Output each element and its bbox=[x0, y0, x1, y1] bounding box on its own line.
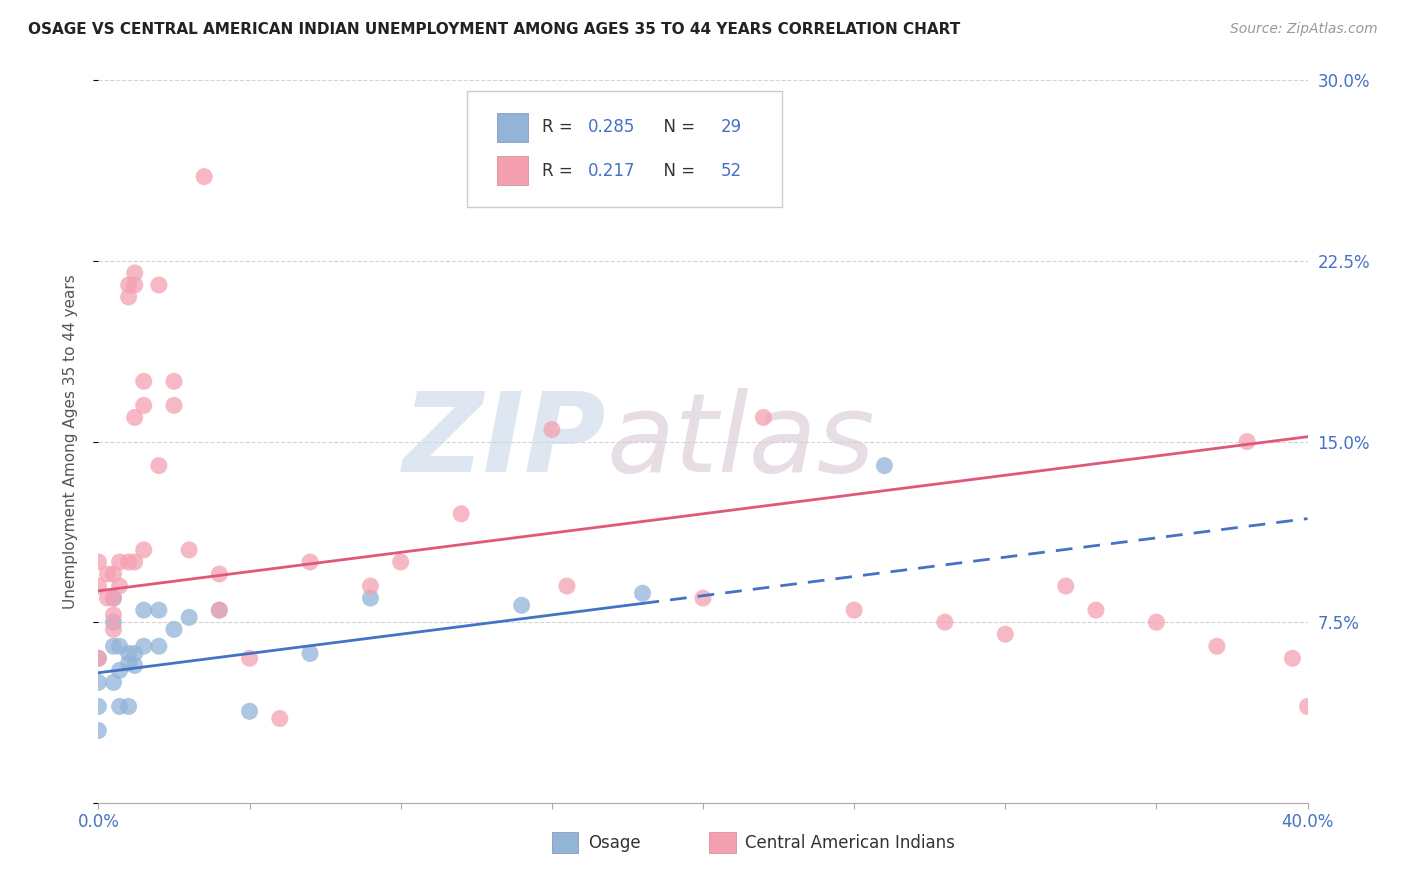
Point bbox=[555, 579, 578, 593]
Y-axis label: Unemployment Among Ages 35 to 44 years: Unemployment Among Ages 35 to 44 years bbox=[63, 274, 77, 609]
Point bbox=[103, 567, 125, 582]
Point bbox=[108, 639, 131, 653]
Point bbox=[1206, 639, 1229, 653]
Point bbox=[118, 699, 141, 714]
Point bbox=[1144, 615, 1167, 630]
Point bbox=[1085, 603, 1108, 617]
Point bbox=[108, 555, 131, 569]
Text: OSAGE VS CENTRAL AMERICAN INDIAN UNEMPLOYMENT AMONG AGES 35 TO 44 YEARS CORRELAT: OSAGE VS CENTRAL AMERICAN INDIAN UNEMPLO… bbox=[28, 22, 960, 37]
Point bbox=[239, 704, 262, 718]
Point bbox=[510, 599, 533, 613]
Text: ZIP: ZIP bbox=[402, 388, 606, 495]
Text: Osage: Osage bbox=[588, 833, 641, 852]
Point bbox=[87, 651, 110, 665]
Point bbox=[994, 627, 1017, 641]
Point bbox=[103, 591, 125, 605]
Point bbox=[87, 579, 110, 593]
Point bbox=[269, 712, 291, 726]
Point bbox=[631, 586, 654, 600]
Point bbox=[163, 398, 186, 412]
FancyBboxPatch shape bbox=[467, 91, 782, 207]
Point bbox=[118, 647, 141, 661]
Point bbox=[208, 567, 231, 582]
Point bbox=[148, 458, 170, 473]
Point bbox=[360, 579, 382, 593]
Point bbox=[450, 507, 472, 521]
Point bbox=[103, 591, 125, 605]
Point bbox=[132, 603, 155, 617]
Point bbox=[124, 555, 146, 569]
Point bbox=[103, 607, 125, 622]
Point bbox=[1281, 651, 1303, 665]
Text: R =: R = bbox=[543, 119, 578, 136]
Point bbox=[844, 603, 866, 617]
Point bbox=[118, 277, 141, 292]
Point bbox=[208, 603, 231, 617]
Point bbox=[360, 591, 382, 605]
Point bbox=[163, 374, 186, 388]
Text: N =: N = bbox=[654, 119, 700, 136]
Text: 0.217: 0.217 bbox=[588, 161, 636, 179]
Point bbox=[132, 639, 155, 653]
Point bbox=[132, 374, 155, 388]
FancyBboxPatch shape bbox=[498, 156, 527, 185]
Point bbox=[389, 555, 412, 569]
Point bbox=[299, 647, 322, 661]
Point bbox=[103, 639, 125, 653]
Point bbox=[602, 121, 624, 136]
Text: N =: N = bbox=[654, 161, 700, 179]
Point bbox=[752, 410, 775, 425]
Point bbox=[163, 623, 186, 637]
Point bbox=[87, 723, 110, 738]
Point bbox=[179, 610, 201, 624]
Point bbox=[1236, 434, 1258, 449]
Point bbox=[118, 656, 141, 670]
Text: Source: ZipAtlas.com: Source: ZipAtlas.com bbox=[1230, 22, 1378, 37]
Point bbox=[873, 458, 896, 473]
Point bbox=[96, 591, 118, 605]
Point bbox=[148, 277, 170, 292]
Point bbox=[934, 615, 956, 630]
FancyBboxPatch shape bbox=[551, 831, 578, 854]
Text: 52: 52 bbox=[721, 161, 742, 179]
Text: atlas: atlas bbox=[606, 388, 875, 495]
Point bbox=[148, 603, 170, 617]
Text: Central American Indians: Central American Indians bbox=[745, 833, 955, 852]
Point bbox=[87, 555, 110, 569]
Point bbox=[132, 542, 155, 557]
Point bbox=[132, 398, 155, 412]
Point bbox=[103, 615, 125, 630]
Point bbox=[124, 647, 146, 661]
Point bbox=[1296, 699, 1319, 714]
Point bbox=[124, 658, 146, 673]
Text: 29: 29 bbox=[721, 119, 742, 136]
Text: 0.285: 0.285 bbox=[588, 119, 636, 136]
Point bbox=[124, 277, 146, 292]
Point bbox=[148, 639, 170, 653]
Point bbox=[118, 290, 141, 304]
Point bbox=[87, 699, 110, 714]
Point bbox=[239, 651, 262, 665]
Point bbox=[108, 579, 131, 593]
Point bbox=[124, 410, 146, 425]
Point bbox=[124, 266, 146, 280]
Point bbox=[118, 555, 141, 569]
Point bbox=[179, 542, 201, 557]
Point bbox=[108, 699, 131, 714]
Point bbox=[103, 623, 125, 637]
Point bbox=[103, 675, 125, 690]
Point bbox=[540, 422, 562, 436]
FancyBboxPatch shape bbox=[498, 112, 527, 142]
Point bbox=[193, 169, 215, 184]
FancyBboxPatch shape bbox=[709, 831, 735, 854]
Point bbox=[299, 555, 322, 569]
Point bbox=[87, 675, 110, 690]
Point bbox=[108, 664, 131, 678]
Point bbox=[692, 591, 714, 605]
Point bbox=[208, 603, 231, 617]
Point bbox=[1054, 579, 1077, 593]
Point bbox=[87, 651, 110, 665]
Point bbox=[96, 567, 118, 582]
Text: R =: R = bbox=[543, 161, 578, 179]
